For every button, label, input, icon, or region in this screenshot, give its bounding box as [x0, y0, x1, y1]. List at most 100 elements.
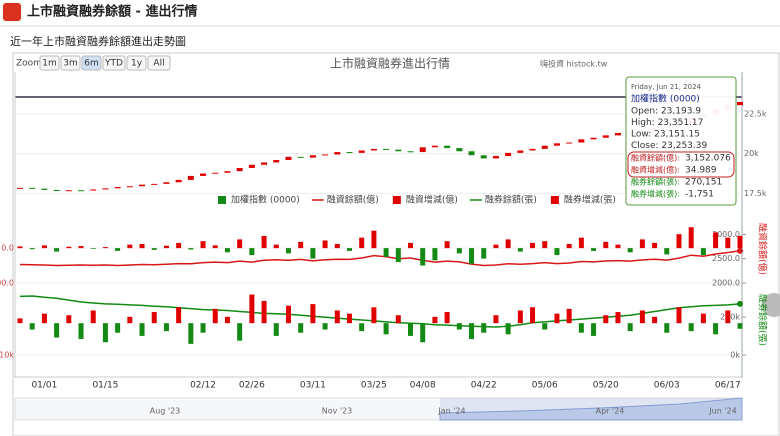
zoom-button[interactable]	[81, 55, 102, 71]
tooltip-key: 融券餘額(張):	[631, 177, 680, 187]
bar	[469, 248, 475, 264]
zoom-button[interactable]	[147, 55, 171, 71]
tooltip-line: Open: 23,193.9	[631, 107, 701, 117]
x-tick-label: 05/06	[532, 381, 558, 391]
bar	[115, 248, 121, 251]
candle	[383, 148, 390, 150]
tooltip-value: 34.989	[685, 166, 717, 176]
y-tick-label: -10k	[0, 351, 14, 360]
legend-label[interactable]: 融券餘額(張)	[485, 194, 537, 206]
bar	[285, 305, 291, 324]
legend-label[interactable]: 加權指數 (0000)	[231, 194, 300, 206]
candle	[90, 189, 97, 191]
candle	[273, 160, 280, 163]
zoom-button-label: 3m	[63, 59, 78, 69]
y-tick-label: -100.0	[0, 279, 14, 288]
bar	[615, 312, 621, 324]
bar	[713, 323, 719, 335]
tooltip-box	[625, 76, 737, 206]
line	[19, 250, 741, 267]
bar	[432, 248, 438, 261]
bar	[505, 323, 511, 335]
x-tick-label: 03/11	[300, 381, 326, 391]
legend-label[interactable]: 融券增減(張)	[564, 194, 616, 206]
zoom-button-label: 1m	[42, 59, 57, 69]
top-button[interactable]	[762, 293, 780, 317]
bar	[66, 246, 72, 249]
bar	[249, 248, 255, 256]
bar	[578, 323, 584, 333]
zoom-button[interactable]	[39, 55, 60, 71]
bar	[603, 241, 609, 249]
bar	[224, 248, 230, 253]
legend-label[interactable]: 融資增減(億)	[406, 194, 458, 206]
line-end-marker	[737, 247, 743, 254]
tooltip-value: -1,751	[685, 190, 714, 200]
bar	[188, 323, 194, 344]
candle	[285, 156, 292, 161]
bar	[639, 239, 645, 249]
bar	[127, 244, 133, 249]
bar	[444, 241, 450, 249]
tooltip-line: High: 23,351.17	[631, 118, 703, 128]
bar	[346, 313, 352, 324]
bar	[78, 246, 84, 249]
navigator-window[interactable]	[440, 398, 742, 420]
bar	[395, 248, 401, 263]
y-tick-label: 17.5k	[744, 189, 767, 198]
candle	[431, 145, 438, 148]
bar	[139, 243, 145, 249]
bar	[54, 248, 60, 252]
bar	[481, 248, 487, 259]
x-tick-label: 02/26	[239, 381, 265, 391]
bar	[224, 316, 230, 324]
zoom-button[interactable]	[126, 55, 147, 71]
bar	[469, 323, 475, 340]
candle	[139, 184, 146, 187]
y-tick-label: 22.5k	[744, 109, 767, 118]
bar	[591, 248, 597, 251]
navigator-label: Nov '23	[322, 407, 353, 416]
bar	[41, 313, 47, 324]
zoom-button-label: All	[153, 59, 164, 69]
candle	[53, 189, 60, 192]
tooltip-date: Friday, Jun 21, 2024	[631, 83, 702, 91]
candle	[78, 190, 85, 192]
y-tick-label: 0.0	[1, 244, 14, 253]
bar	[261, 235, 267, 249]
bar	[639, 310, 645, 324]
bar	[359, 237, 365, 249]
bar	[298, 241, 304, 249]
bar	[591, 323, 597, 336]
zoom-button[interactable]	[60, 55, 81, 71]
bar	[310, 304, 316, 324]
bar	[517, 248, 523, 252]
bar	[444, 312, 450, 324]
bar	[163, 245, 169, 249]
chart-frame	[12, 52, 780, 436]
bar	[383, 323, 389, 335]
candle	[737, 101, 743, 106]
candle	[41, 188, 48, 190]
zoom-button[interactable]	[102, 55, 126, 71]
bar	[359, 323, 365, 332]
bar	[334, 310, 340, 324]
candle	[505, 152, 512, 157]
bar	[578, 237, 584, 249]
candle	[468, 151, 475, 156]
x-tick-label: 04/22	[471, 381, 497, 391]
candle	[248, 164, 255, 168]
bar	[481, 323, 487, 333]
candle	[151, 183, 158, 185]
candle	[236, 167, 243, 172]
navigator-label: Apr '24	[596, 407, 625, 416]
bar	[456, 323, 462, 330]
bar	[322, 240, 328, 249]
candle	[322, 154, 329, 156]
candle	[65, 190, 72, 192]
zoom-button-label: 1y	[131, 59, 143, 69]
candle	[309, 155, 316, 158]
legend-label[interactable]: 融資餘額(億)	[327, 194, 379, 206]
bar	[542, 241, 548, 249]
bar	[725, 237, 731, 249]
